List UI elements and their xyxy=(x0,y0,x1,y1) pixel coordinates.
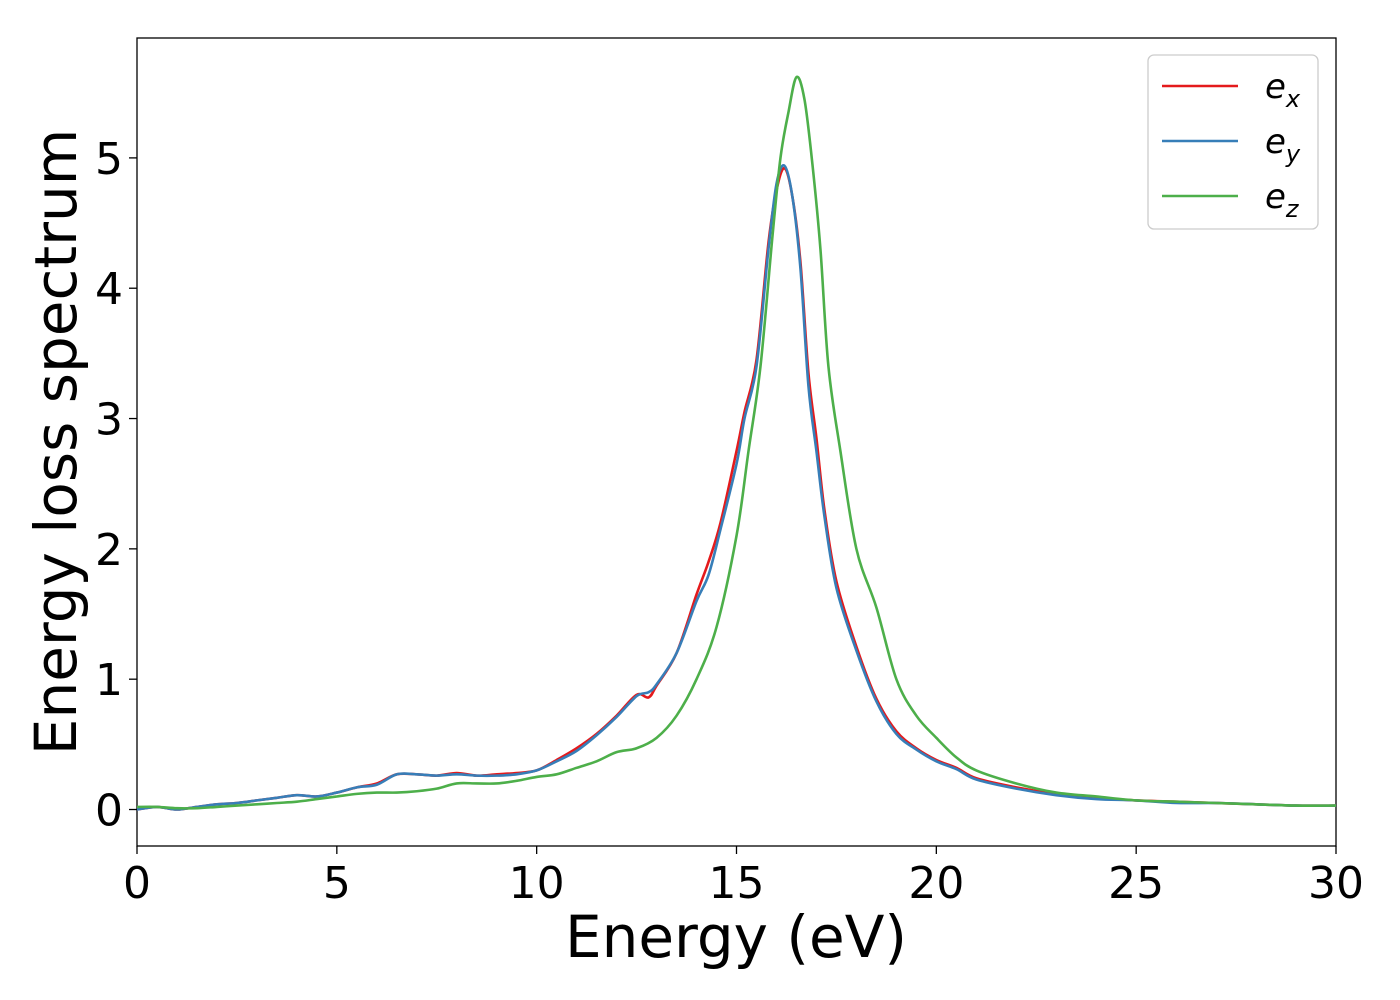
x-tick-label: 10 xyxy=(509,858,565,909)
legend-label: ex xyxy=(1265,67,1301,113)
series-layer xyxy=(137,75,1336,811)
x-tick-label: 20 xyxy=(908,858,964,909)
x-axis-ticks: 0 5 10 15 20 25 30 xyxy=(123,846,1364,909)
y-axis-ticks: 0 1 2 3 4 5 xyxy=(95,134,137,837)
legend: ex ey ez xyxy=(1147,54,1319,230)
x-tick-label: 0 xyxy=(123,858,151,909)
legend-label: ez xyxy=(1265,177,1300,223)
y-tick-label: 2 xyxy=(95,525,123,576)
x-tick-label: 5 xyxy=(323,858,351,909)
legend-label: ey xyxy=(1265,122,1301,168)
legend-entry-ey: ey xyxy=(1162,122,1301,168)
y-tick-label: 5 xyxy=(95,134,123,185)
x-axis-title: Energy (eV) xyxy=(565,903,907,971)
y-axis-title: Energy loss spectrum xyxy=(22,129,90,755)
legend-entry-ez: ez xyxy=(1162,177,1300,223)
legend-entry-ex: ex xyxy=(1162,67,1301,113)
x-tick-label: 25 xyxy=(1108,858,1164,909)
series-line-ex xyxy=(137,167,1336,811)
y-tick-label: 4 xyxy=(95,264,123,315)
plot-area: 0 5 10 15 20 25 30 0 1 2 3 4 5 xyxy=(95,37,1364,909)
y-tick-label: 0 xyxy=(95,786,123,837)
x-tick-label: 15 xyxy=(709,858,765,909)
x-tick-label: 30 xyxy=(1308,858,1364,909)
series-line-ey xyxy=(137,164,1336,811)
series-line-ez xyxy=(137,75,1336,810)
y-tick-label: 1 xyxy=(95,655,123,706)
y-tick-label: 3 xyxy=(95,395,123,446)
